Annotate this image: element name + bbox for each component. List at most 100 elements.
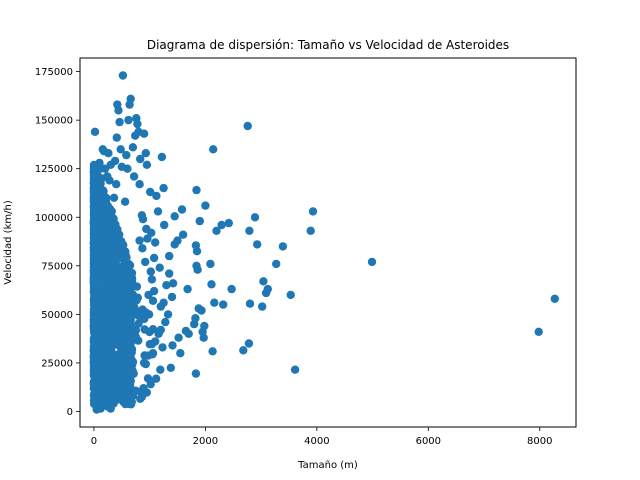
- data-point: [165, 269, 174, 278]
- data-point: [91, 328, 100, 337]
- data-point: [191, 241, 201, 250]
- data-point: [151, 374, 161, 383]
- data-point: [89, 390, 99, 399]
- y-axis-label: Velocidad (km/h): [3, 200, 14, 285]
- data-point: [135, 180, 144, 189]
- data-point: [111, 294, 120, 304]
- y-tick-label: 125000: [35, 164, 73, 175]
- data-point: [148, 349, 158, 358]
- data-point: [132, 114, 141, 123]
- data-point: [90, 254, 100, 263]
- data-point: [259, 277, 268, 286]
- data-point: [138, 244, 147, 253]
- y-tick-label: 75000: [41, 261, 73, 272]
- data-point: [123, 286, 132, 295]
- data-point: [92, 289, 102, 299]
- data-point: [178, 230, 188, 239]
- x-tick-label: 6000: [416, 436, 441, 447]
- data-point: [114, 309, 124, 319]
- data-point: [90, 189, 99, 199]
- data-point: [250, 213, 260, 222]
- data-point: [98, 344, 108, 353]
- data-point: [308, 207, 318, 216]
- data-point: [108, 354, 117, 363]
- data-point: [206, 259, 215, 269]
- data-point: [112, 285, 122, 295]
- data-point: [125, 268, 135, 277]
- data-point: [94, 403, 104, 412]
- data-point: [128, 391, 138, 401]
- data-point: [163, 310, 173, 319]
- x-axis-ticks: 0 2000 4000 6000 8000: [91, 427, 553, 447]
- data-point: [99, 296, 108, 305]
- data-point: [132, 296, 141, 305]
- data-point: [192, 261, 201, 270]
- data-point: [126, 274, 135, 283]
- data-point: [170, 212, 179, 221]
- data-point: [140, 325, 149, 334]
- data-point: [109, 399, 118, 408]
- data-point: [98, 354, 108, 363]
- data-point: [166, 363, 175, 372]
- data-point: [207, 280, 216, 289]
- data-point: [97, 233, 106, 242]
- data-point: [92, 296, 101, 305]
- data-point: [190, 319, 199, 329]
- data-point: [126, 329, 136, 338]
- y-tick-label: 25000: [41, 358, 73, 369]
- data-point: [89, 272, 99, 281]
- data-point: [138, 305, 147, 314]
- data-point: [159, 183, 168, 193]
- data-point: [95, 382, 104, 391]
- data-point: [159, 298, 168, 307]
- data-point: [157, 152, 167, 162]
- data-points: [90, 71, 559, 414]
- data-point: [117, 362, 127, 372]
- data-point: [278, 242, 288, 251]
- data-point: [210, 298, 219, 307]
- data-point: [192, 185, 201, 195]
- x-tick-label: 8000: [527, 436, 552, 447]
- x-axis-label: Tamaño (m): [297, 460, 358, 471]
- y-tick-label: 150000: [35, 116, 73, 127]
- data-point: [124, 319, 134, 328]
- data-point: [134, 319, 143, 328]
- data-point: [156, 325, 165, 335]
- data-point: [118, 71, 128, 80]
- data-point: [115, 117, 124, 127]
- data-point: [98, 279, 107, 288]
- data-point: [95, 334, 105, 343]
- data-point: [168, 341, 177, 350]
- data-point: [116, 348, 125, 357]
- data-point: [219, 300, 228, 309]
- data-point: [117, 393, 126, 402]
- data-point: [152, 191, 161, 201]
- data-point: [107, 207, 117, 216]
- data-point: [131, 131, 140, 140]
- data-point: [195, 216, 204, 226]
- data-point: [105, 384, 114, 394]
- data-point: [90, 322, 100, 331]
- data-point: [212, 226, 221, 235]
- data-point: [97, 392, 106, 401]
- data-point: [534, 327, 543, 336]
- data-point: [149, 253, 159, 263]
- data-point: [239, 346, 248, 355]
- y-tick-label: 0: [67, 407, 73, 418]
- data-point: [135, 236, 144, 245]
- y-axis-ticks: 0 25000 50000 75000 100000 125000 150000 175000: [35, 67, 80, 418]
- data-point: [109, 193, 119, 202]
- data-point: [112, 318, 121, 327]
- data-point: [95, 158, 104, 168]
- data-point: [115, 337, 124, 346]
- data-point: [89, 164, 99, 173]
- data-point: [209, 145, 218, 154]
- data-point: [101, 270, 110, 279]
- data-point: [272, 259, 281, 269]
- data-point: [146, 267, 155, 276]
- data-point: [144, 310, 154, 319]
- data-point: [107, 346, 116, 355]
- data-point: [183, 284, 192, 294]
- data-point: [102, 330, 111, 339]
